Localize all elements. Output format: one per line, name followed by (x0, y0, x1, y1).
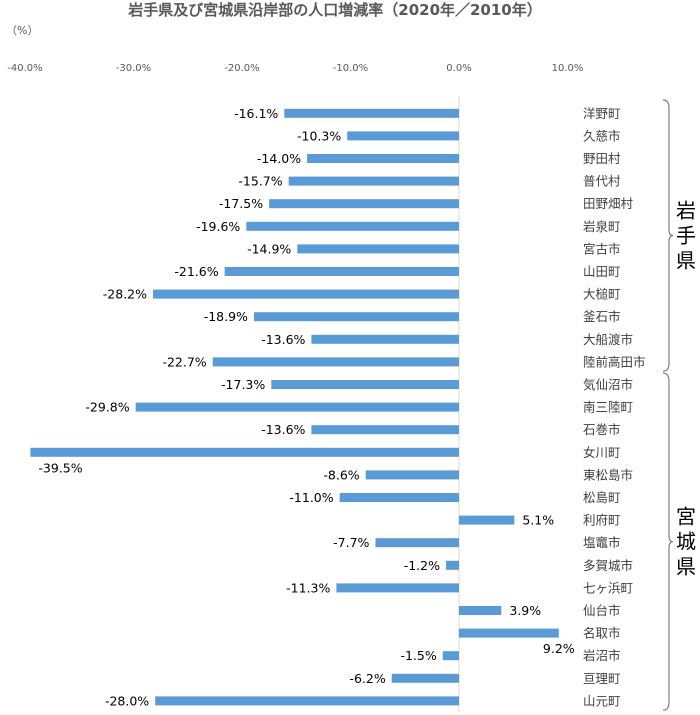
category-label: 松島町 (583, 490, 621, 505)
category-label: 大船渡市 (583, 332, 633, 347)
data-label: -17.3% (221, 377, 265, 392)
data-label: -21.6% (174, 264, 218, 279)
bar (311, 425, 459, 435)
bar (347, 131, 459, 141)
bar (224, 267, 459, 276)
category-labels: 洋野町久慈市野田村普代村田野畑村岩泉町宮古市山田町大槌町釜石市大船渡市陸前高田市… (583, 106, 646, 709)
category-label: 塩竈市 (583, 535, 621, 550)
data-label: -10.3% (297, 128, 341, 143)
category-label: 釜石市 (583, 309, 621, 324)
data-label: -1.5% (400, 648, 436, 663)
data-label: -11.3% (286, 580, 330, 595)
data-label: -19.6% (196, 219, 240, 234)
category-label: 利府町 (583, 513, 621, 528)
data-label: -1.2% (404, 558, 440, 573)
category-label: 仙台市 (583, 603, 621, 618)
bar (365, 470, 459, 480)
category-label: 名取市 (583, 626, 621, 641)
bar (311, 334, 459, 344)
bar (246, 221, 459, 231)
category-label: 洋野町 (583, 106, 621, 121)
x-tick-label: -20.0% (224, 63, 259, 74)
bar (297, 244, 459, 254)
x-tick-label: 0.0% (446, 63, 471, 74)
data-label: -13.6% (261, 422, 305, 437)
group-bracket (662, 99, 674, 372)
x-tick-label: -40.0% (7, 63, 42, 74)
category-label: 南三陸町 (583, 400, 633, 415)
data-label: -15.7% (238, 174, 282, 189)
data-label: -28.2% (103, 287, 147, 302)
data-label: -22.7% (162, 354, 206, 369)
group-label: 岩手県 (676, 199, 696, 273)
data-label: 9.2% (543, 641, 575, 656)
data-label: -6.2% (349, 671, 385, 686)
bar (30, 447, 460, 457)
bar (445, 560, 459, 570)
data-label: 5.1% (522, 513, 554, 528)
category-label: 石巻市 (583, 422, 621, 437)
unit-label: （%） (6, 24, 38, 37)
bar (307, 154, 459, 163)
data-label: -17.5% (219, 196, 263, 211)
category-label: 普代村 (583, 174, 621, 189)
x-tick-label: 10.0% (552, 63, 584, 74)
x-axis-ticks: -40.0% -30.0% -20.0% -10.0% 0.0% 10.0% (7, 63, 583, 74)
x-tick-label: -10.0% (333, 63, 368, 74)
category-label: 陸前高田市 (583, 354, 646, 369)
category-label: 岩沼市 (583, 648, 621, 663)
data-label: -14.0% (257, 151, 301, 166)
group-bracket (662, 372, 674, 711)
data-label: -13.6% (261, 332, 305, 347)
category-label: 気仙沼市 (583, 377, 633, 392)
category-label: 大槌町 (583, 287, 621, 302)
bar (288, 176, 459, 186)
chart-title: 岩手県及び宮城県沿岸部の人口増減率（2020年／2010年） (127, 1, 542, 19)
bar (459, 606, 502, 615)
bar (269, 199, 459, 209)
data-label: -28.0% (105, 693, 149, 708)
data-label: -39.5% (38, 460, 82, 475)
category-label: 山元町 (583, 693, 621, 708)
category-label: 多賀城市 (583, 558, 633, 573)
bar (336, 583, 459, 593)
bar (253, 312, 459, 322)
category-label: 野田村 (583, 151, 621, 166)
category-label: 田野畑村 (583, 196, 634, 211)
category-label: 宮古市 (583, 241, 621, 256)
bar (153, 289, 459, 299)
bar (391, 673, 459, 683)
category-label: 亘理町 (583, 671, 621, 686)
category-label: 山田町 (583, 264, 621, 279)
bar (375, 538, 459, 548)
bars (30, 108, 559, 706)
bar (271, 380, 459, 389)
data-label: -14.9% (247, 241, 291, 256)
bar (442, 651, 459, 661)
data-labels: -16.1% -10.3% -14.0% -15.7% -17.5% -19.6% -14.… (38, 106, 574, 709)
group-label: 宮城県 (676, 505, 696, 579)
category-label: 七ヶ浜町 (583, 580, 633, 595)
bar (459, 515, 515, 525)
data-label: 3.9% (509, 603, 541, 618)
category-label: 岩泉町 (583, 219, 621, 234)
category-label: 女川町 (583, 445, 621, 460)
data-label: -8.6% (323, 467, 359, 482)
data-label: -29.8% (85, 400, 129, 415)
bar (284, 108, 459, 118)
category-label: 久慈市 (583, 128, 621, 143)
bar (155, 696, 459, 706)
data-label: -16.1% (234, 106, 278, 121)
x-tick-label: -30.0% (116, 63, 151, 74)
data-label: -18.9% (204, 309, 248, 324)
bar (339, 493, 459, 502)
bar (135, 402, 460, 412)
data-label: -7.7% (333, 535, 369, 550)
data-label: -11.0% (289, 490, 333, 505)
category-label: 東松島市 (583, 467, 633, 482)
bar (212, 357, 459, 367)
bar (459, 628, 559, 638)
